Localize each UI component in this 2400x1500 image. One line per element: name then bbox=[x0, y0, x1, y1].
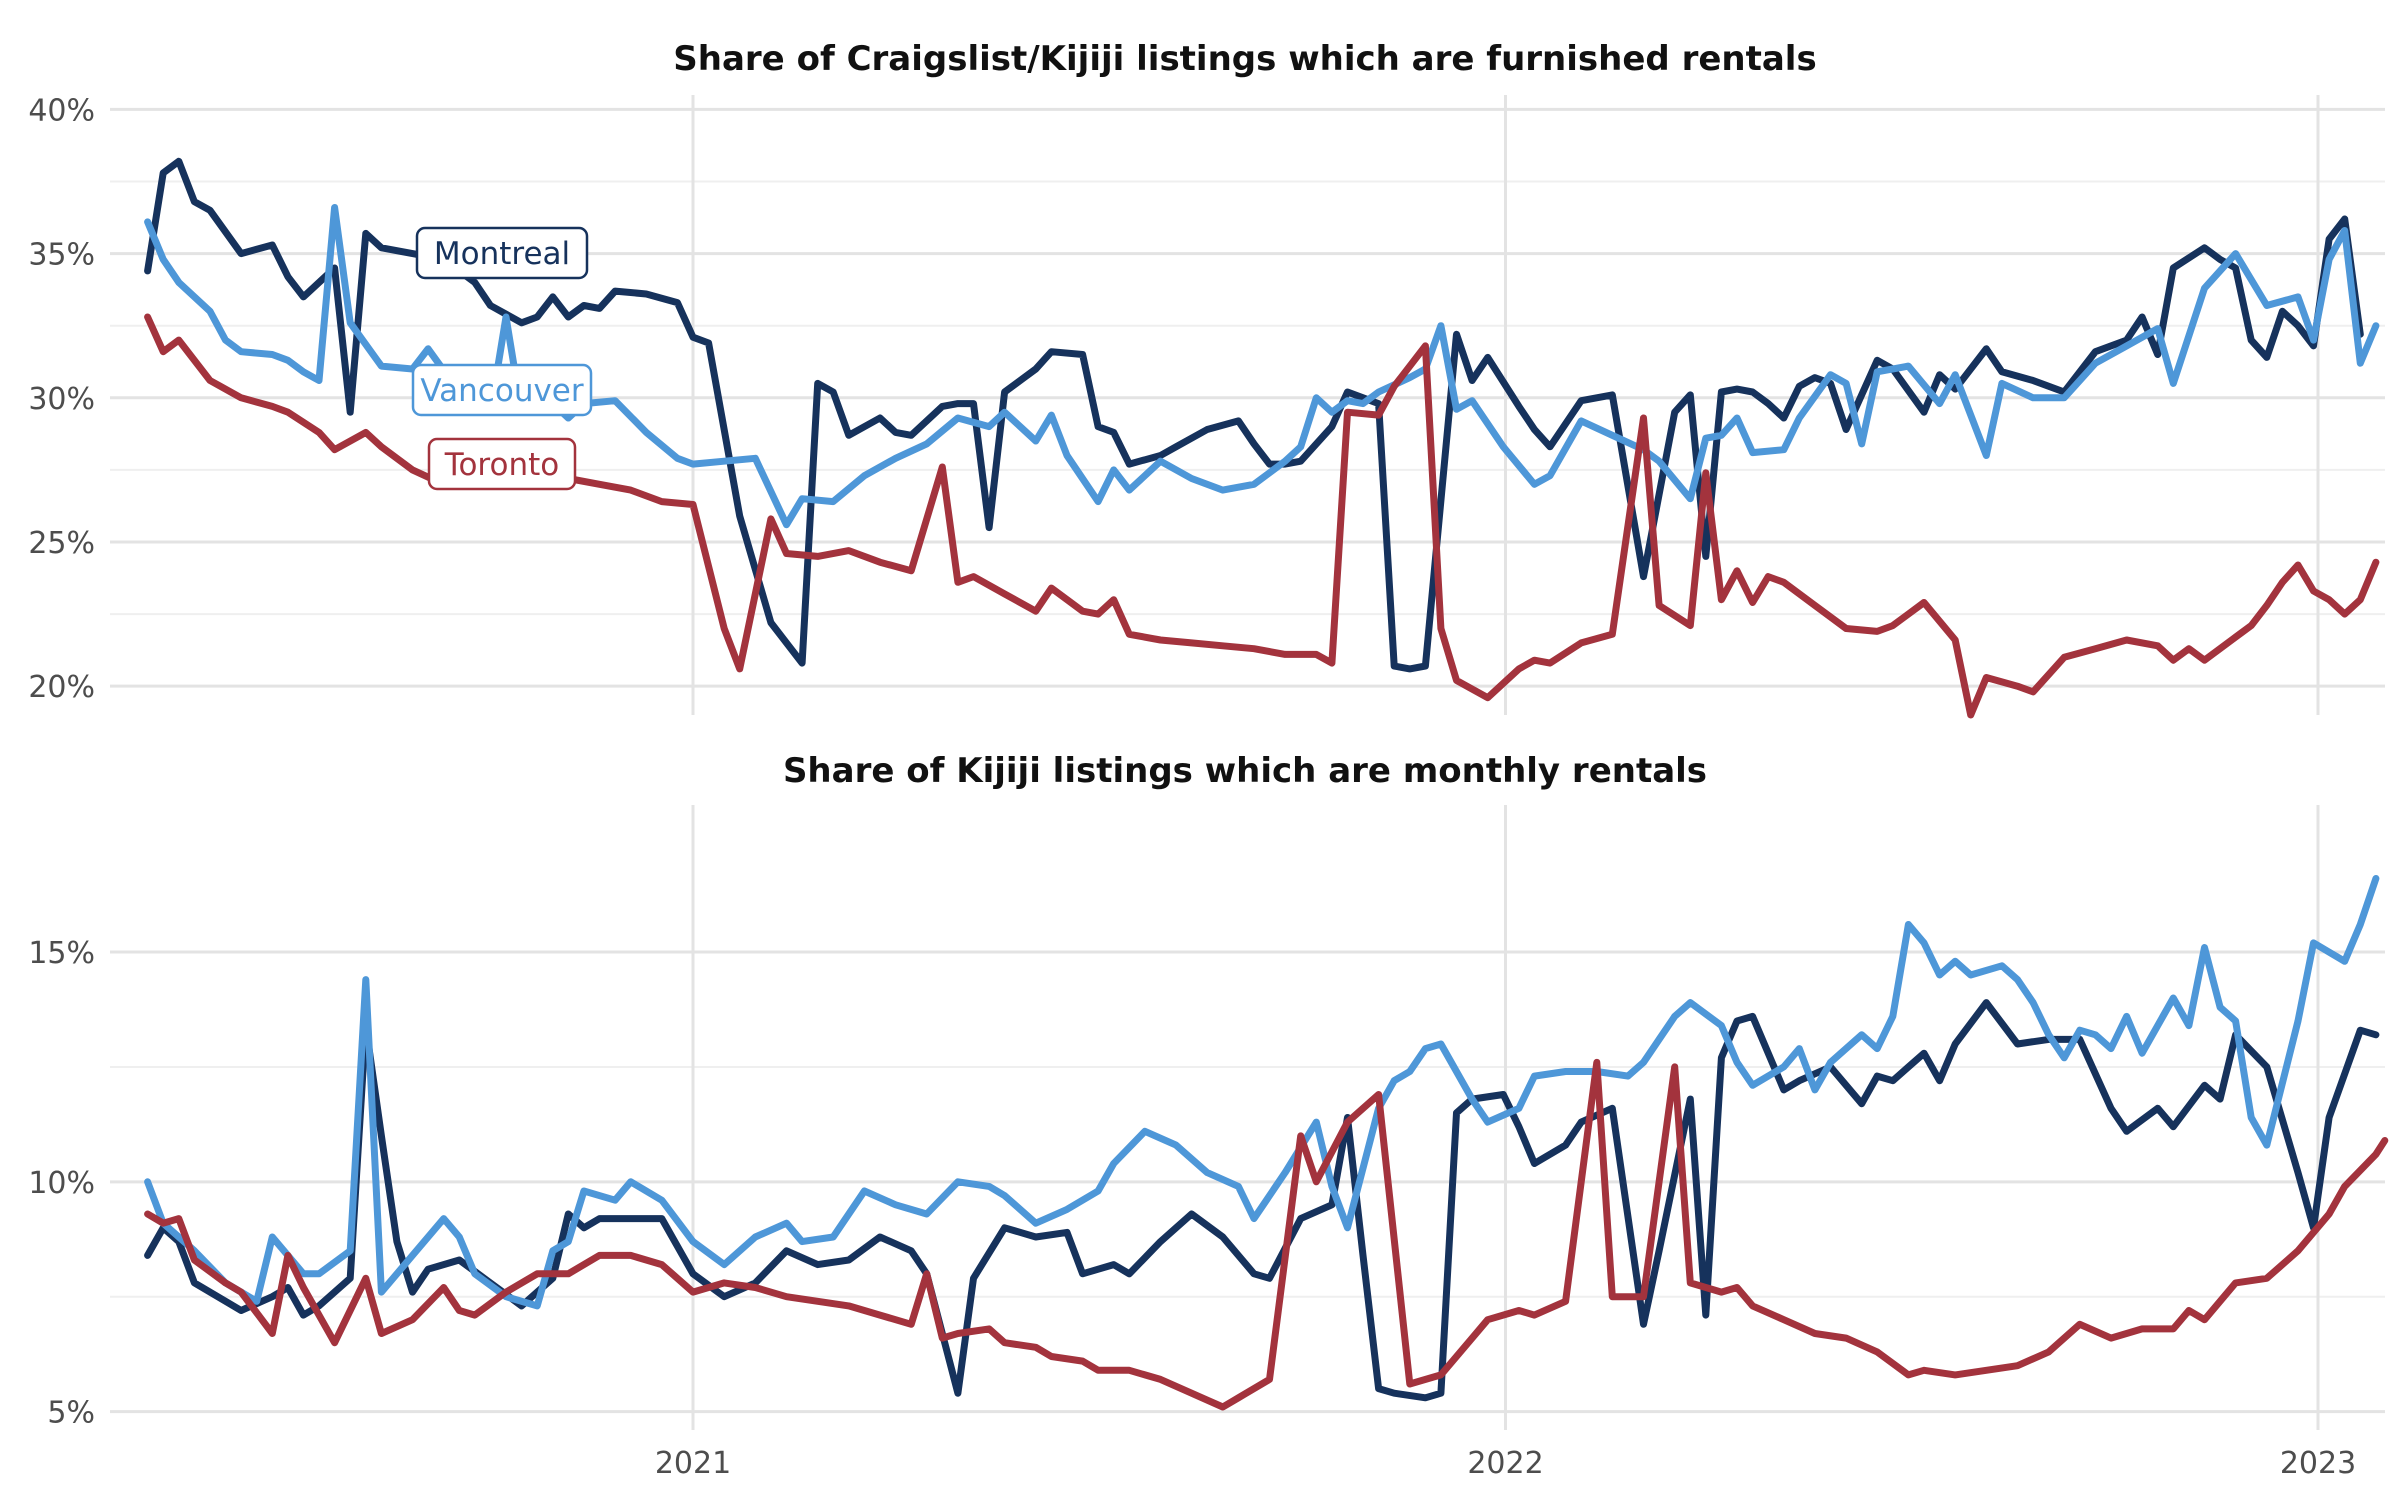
label-vancouver: Vancouver bbox=[411, 363, 593, 417]
y-axis-monthly: 5% 10% 15% bbox=[28, 936, 95, 1431]
panel-title-furnished: Share of Craigslist/Kijiji listings whic… bbox=[673, 39, 1816, 79]
label-box bbox=[411, 363, 593, 417]
x-tick-label: 2023 bbox=[2280, 1446, 2356, 1481]
label-text: Montreal bbox=[434, 236, 570, 272]
label-text: Toronto bbox=[444, 447, 559, 483]
label-box bbox=[427, 437, 577, 491]
y-tick-label: 20% bbox=[28, 670, 95, 705]
panel-title-monthly: Share of Kijiji listings which are month… bbox=[783, 751, 1707, 791]
y-tick-label: 5% bbox=[47, 1396, 95, 1431]
x-tick-label: 2021 bbox=[655, 1446, 731, 1481]
panel-monthly-rentals: Share of Kijiji listings which are month… bbox=[28, 751, 2389, 1431]
x-axis: 2021 2022 2023 bbox=[655, 1446, 2356, 1481]
series-line-toronto bbox=[144, 1058, 2389, 1411]
panel-furnished-rentals: Share of Craigslist/Kijiji listings whic… bbox=[28, 39, 2385, 719]
y-tick-label: 35% bbox=[28, 238, 95, 273]
grid-monthly bbox=[110, 805, 2385, 1430]
series-line-montreal bbox=[144, 999, 2380, 1402]
y-tick-label: 40% bbox=[28, 93, 95, 128]
label-toronto: Toronto bbox=[427, 437, 577, 491]
label-box bbox=[415, 226, 589, 280]
x-tick-label: 2022 bbox=[1467, 1446, 1543, 1481]
label-text: Vancouver bbox=[420, 373, 584, 409]
y-tick-label: 15% bbox=[28, 936, 95, 971]
label-montreal: Montreal bbox=[415, 226, 589, 280]
series-labels: Montreal Vancouver Toronto bbox=[411, 226, 593, 491]
y-tick-label: 30% bbox=[28, 382, 95, 417]
y-tick-label: 25% bbox=[28, 526, 95, 561]
series-line-vancouver bbox=[144, 875, 2380, 1310]
series-monthly bbox=[144, 875, 2389, 1411]
y-tick-label: 10% bbox=[28, 1166, 95, 1201]
y-axis-furnished: 20% 25% 30% 35% 40% bbox=[28, 93, 95, 705]
